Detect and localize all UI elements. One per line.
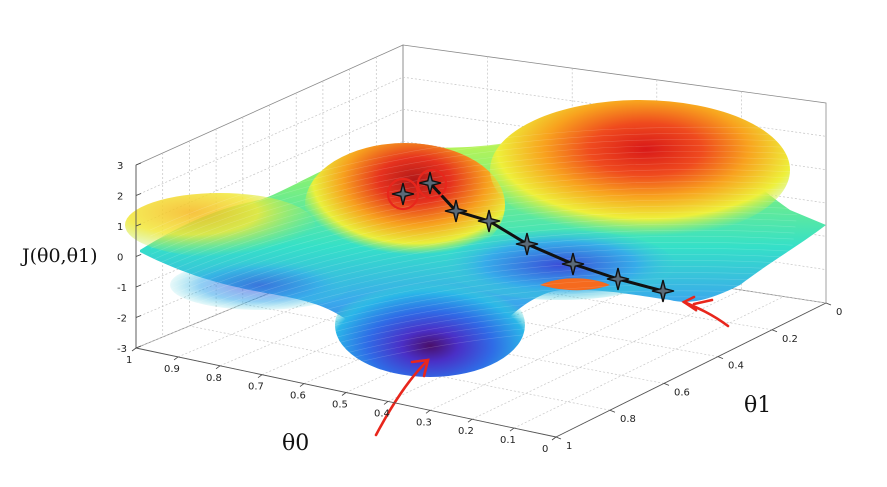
x-tick-mark xyxy=(257,374,263,379)
y-tick-mark xyxy=(717,356,724,359)
y-tick-mark xyxy=(825,302,832,306)
x-tick-label: 0.6 xyxy=(290,391,306,402)
z-tick-mark xyxy=(135,254,142,257)
y-axis-line xyxy=(555,302,827,438)
x-axis-ticks: 1 0.9 0.8 0.7 0.6 0.5 0.4 0.3 0.2 0.1 0 xyxy=(126,347,557,455)
z-tick-mark xyxy=(135,284,142,288)
x-tick-mark xyxy=(509,427,515,432)
z-tick-label: 1 xyxy=(117,222,123,233)
y-tick-mark xyxy=(555,436,562,440)
z-tick-label: 0 xyxy=(117,253,123,264)
z-tick-mark xyxy=(135,345,142,349)
x-tick-label: 0.3 xyxy=(416,417,432,428)
z-tick-label: 3 xyxy=(117,161,123,172)
y-tick-label: 0.4 xyxy=(728,361,744,372)
y-tick-label: 0.8 xyxy=(620,414,636,425)
z-tick-label: 2 xyxy=(117,192,123,203)
y-axis-ticks: 0 0.2 0.4 0.6 0.8 1 xyxy=(555,302,842,452)
left-peak xyxy=(305,143,505,267)
y-tick-mark xyxy=(663,383,670,386)
x-tick-mark xyxy=(173,356,179,361)
arrow-endpoint xyxy=(681,295,730,328)
x-tick-mark xyxy=(383,401,389,405)
y-axis-label: θ1 xyxy=(744,393,771,418)
x-tick-label: 0 xyxy=(542,444,548,455)
x-tick-mark xyxy=(551,436,557,441)
valley-left xyxy=(170,260,350,310)
z-axis-ticks: 3 2 1 0 -1 -2 -3 xyxy=(117,161,142,355)
descent-step-marker xyxy=(477,209,501,233)
left-wing xyxy=(125,193,315,257)
z-tick-mark xyxy=(135,193,142,196)
descent-step-marker xyxy=(606,267,630,291)
z-tick-label: -2 xyxy=(117,314,127,325)
z-tick-label: -1 xyxy=(117,283,127,294)
descent-step-marker xyxy=(444,199,468,223)
x-tick-mark xyxy=(215,365,221,370)
cost-surface xyxy=(125,100,826,431)
valley-front xyxy=(335,273,525,377)
y-tick-mark xyxy=(771,329,778,333)
y-tick-mark xyxy=(609,409,616,413)
highlight-circle-1 xyxy=(386,177,420,211)
x-tick-mark xyxy=(467,418,473,423)
descent-step-marker xyxy=(651,279,675,303)
z-tick-mark xyxy=(135,162,142,166)
x-tick-label: 0.1 xyxy=(500,435,516,446)
x-tick-label: 0.9 xyxy=(164,364,180,375)
x-tick-label: 0.4 xyxy=(374,408,390,419)
right-peak xyxy=(490,100,790,240)
x-tick-label: 0.7 xyxy=(248,382,264,393)
y-tick-label: 0.2 xyxy=(782,334,798,345)
z-tick-label: -3 xyxy=(117,344,127,355)
descent-path xyxy=(391,171,675,303)
descent-step-marker xyxy=(418,171,442,195)
x-tick-label: 0.2 xyxy=(458,426,474,437)
descent-step-marker xyxy=(561,252,585,276)
ridge-highlight xyxy=(540,278,610,291)
z-tick-mark xyxy=(135,315,142,318)
x-tick-mark xyxy=(341,392,347,396)
x-axis-label: θ0 xyxy=(282,431,309,456)
z-axis-label: J(θ0,θ1) xyxy=(20,245,98,267)
x-tick-mark xyxy=(299,383,305,387)
x-tick-mark xyxy=(425,409,431,414)
z-tick-mark xyxy=(135,223,142,227)
x-tick-label: 0.8 xyxy=(206,373,222,384)
highlight-circle-2 xyxy=(416,168,448,200)
x-tick-label: 0.5 xyxy=(332,400,348,411)
descent-step-marker xyxy=(515,232,539,256)
x-tick-label: 1 xyxy=(126,355,132,366)
descent-step-marker xyxy=(391,182,415,206)
arrow-valley xyxy=(374,358,430,437)
x-tick-mark xyxy=(131,347,137,352)
y-tick-label: 0.6 xyxy=(674,387,690,398)
y-tick-label: 1 xyxy=(566,441,572,452)
y-tick-label: 0 xyxy=(836,307,842,318)
